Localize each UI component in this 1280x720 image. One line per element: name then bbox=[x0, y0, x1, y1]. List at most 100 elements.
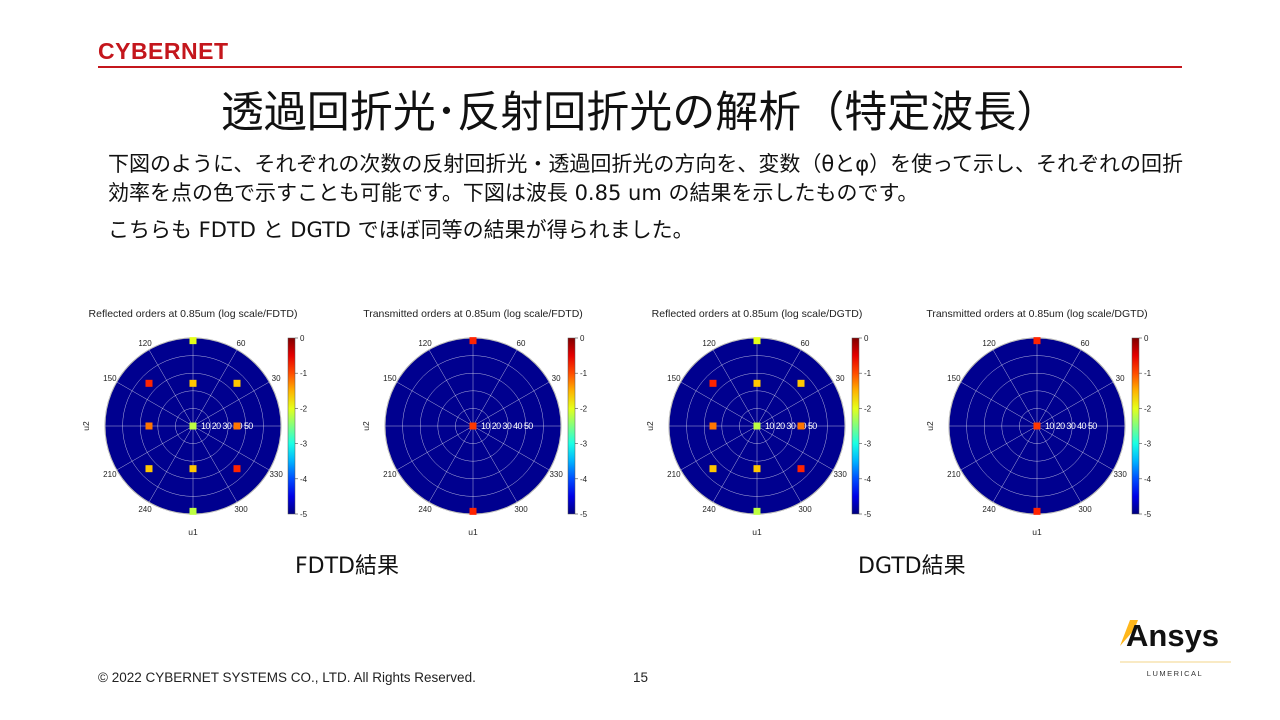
polar-spoke bbox=[712, 425, 758, 503]
diffraction-order-point bbox=[709, 422, 717, 430]
polar-spoke bbox=[680, 425, 758, 471]
polar-spoke bbox=[960, 381, 1038, 427]
angle-tick-label: 240 bbox=[702, 505, 716, 514]
diffraction-order-point bbox=[189, 379, 197, 387]
colorbar bbox=[851, 337, 860, 515]
colorbar-tick-label: -3 bbox=[864, 440, 872, 449]
angle-tick-label: 120 bbox=[418, 339, 432, 348]
angle-tick-label: 240 bbox=[138, 505, 152, 514]
diffraction-order-point bbox=[469, 507, 477, 515]
colorbar-tick-label: -1 bbox=[580, 369, 588, 378]
colorbar-tick-label: -2 bbox=[300, 404, 308, 413]
angle-tick-label: 30 bbox=[552, 374, 561, 383]
dgtd-result-label: DGTD結果 bbox=[858, 554, 966, 579]
plot-reflected-dgtd: Reflected orders at 0.85um (log scale/DG… bbox=[622, 302, 902, 542]
colorbar-tick-label: 0 bbox=[300, 334, 305, 343]
colorbar-tick-label: -2 bbox=[580, 404, 588, 413]
plot-title: Transmitted orders at 0.85um (log scale/… bbox=[363, 308, 583, 320]
diffraction-order-point bbox=[145, 465, 153, 473]
diffraction-order-point bbox=[189, 465, 197, 473]
plot-title: Transmitted orders at 0.85um (log scale/… bbox=[926, 308, 1147, 320]
angle-tick-label: 240 bbox=[982, 505, 996, 514]
polar-spoke bbox=[192, 349, 238, 427]
body-text: 下図のように、それぞれの次数の反射回折光・透過回折光の方向を、変数（θとφ）を使… bbox=[108, 150, 1188, 245]
polar-plot-svg: Reflected orders at 0.85um (log scale/DG… bbox=[645, 308, 872, 537]
polar-spoke bbox=[1036, 381, 1114, 427]
polar-spoke bbox=[712, 349, 758, 427]
diffraction-order-point bbox=[753, 422, 761, 430]
angle-tick-label: 300 bbox=[234, 505, 248, 514]
polar-spoke bbox=[428, 349, 474, 427]
polar-spoke bbox=[756, 425, 802, 503]
x-axis-label: u1 bbox=[468, 527, 478, 537]
polar-spoke bbox=[960, 425, 1038, 471]
polar-plot-svg: Transmitted orders at 0.85um (log scale/… bbox=[361, 308, 588, 537]
angle-tick-label: 60 bbox=[801, 339, 810, 348]
plot-title: Reflected orders at 0.85um (log scale/DG… bbox=[652, 308, 863, 320]
plot-transmitted-fdtd: Transmitted orders at 0.85um (log scale/… bbox=[338, 302, 618, 542]
polar-spoke bbox=[472, 425, 550, 471]
diffraction-order-point bbox=[797, 465, 805, 473]
colorbar-tick-label: -5 bbox=[864, 510, 872, 519]
diffraction-order-point bbox=[189, 507, 197, 515]
copyright-text: © 2022 CYBERNET SYSTEMS CO., LTD. All Ri… bbox=[98, 670, 476, 685]
diffraction-order-point bbox=[145, 379, 153, 387]
diffraction-order-point bbox=[797, 379, 805, 387]
x-axis-label: u1 bbox=[1032, 527, 1042, 537]
diffraction-order-point bbox=[189, 422, 197, 430]
polar-spoke bbox=[992, 425, 1038, 503]
x-axis-label: u1 bbox=[752, 527, 762, 537]
polar-spoke bbox=[992, 349, 1038, 427]
polar-spoke bbox=[680, 381, 758, 427]
radial-tick-labels: 10 20 30 40 50 bbox=[1045, 421, 1097, 431]
diffraction-order-point bbox=[233, 422, 241, 430]
angle-tick-label: 150 bbox=[947, 374, 961, 383]
radial-tick-labels: 10 20 30 40 50 bbox=[201, 421, 253, 431]
polar-spoke bbox=[472, 425, 518, 503]
colorbar-tick-label: -5 bbox=[300, 510, 308, 519]
radial-tick-labels: 10 20 30 40 50 bbox=[481, 421, 533, 431]
diffraction-order-point bbox=[469, 337, 477, 345]
header-divider bbox=[98, 66, 1182, 68]
polar-spoke bbox=[472, 381, 550, 427]
angle-tick-label: 60 bbox=[517, 339, 526, 348]
colorbar-tick-label: 0 bbox=[864, 334, 869, 343]
polar-plot-svg: Reflected orders at 0.85um (log scale/FD… bbox=[81, 308, 308, 537]
diffraction-order-point bbox=[469, 422, 477, 430]
polar-spoke bbox=[396, 425, 474, 471]
angle-tick-label: 240 bbox=[418, 505, 432, 514]
angle-tick-label: 300 bbox=[798, 505, 812, 514]
angle-tick-label: 120 bbox=[982, 339, 996, 348]
polar-plot-svg: Transmitted orders at 0.85um (log scale/… bbox=[925, 308, 1152, 537]
polar-spoke bbox=[192, 381, 270, 427]
slide-title: 透過回折光･反射回折光の解析（特定波長） bbox=[220, 88, 1060, 138]
page-number: 15 bbox=[633, 670, 649, 685]
diffraction-order-point bbox=[753, 337, 761, 345]
diffraction-order-point bbox=[145, 422, 153, 430]
diffraction-order-point bbox=[709, 465, 717, 473]
diffraction-order-point bbox=[1033, 507, 1041, 515]
angle-tick-label: 150 bbox=[667, 374, 681, 383]
angle-tick-label: 150 bbox=[103, 374, 117, 383]
diffraction-order-point bbox=[1033, 422, 1041, 430]
colorbar-tick-label: -5 bbox=[580, 510, 588, 519]
colorbar-tick-label: -5 bbox=[1144, 510, 1152, 519]
y-axis-label: u2 bbox=[81, 421, 91, 431]
angle-tick-label: 330 bbox=[269, 470, 283, 479]
angle-tick-label: 120 bbox=[702, 339, 716, 348]
polar-spoke bbox=[192, 425, 238, 503]
fdtd-result-label: FDTD結果 bbox=[295, 554, 399, 579]
cybernet-logo: CYBERNET bbox=[98, 38, 229, 64]
colorbar bbox=[287, 337, 296, 515]
colorbar-tick-label: -1 bbox=[1144, 369, 1152, 378]
colorbar-tick-label: -3 bbox=[1144, 440, 1152, 449]
y-axis-label: u2 bbox=[645, 421, 655, 431]
polar-spoke bbox=[472, 349, 518, 427]
diffraction-order-point bbox=[233, 465, 241, 473]
colorbar-tick-label: -4 bbox=[1144, 475, 1152, 484]
colorbar-tick-label: 0 bbox=[1144, 334, 1149, 343]
angle-tick-label: 330 bbox=[549, 470, 563, 479]
colorbar-tick-label: -3 bbox=[300, 440, 308, 449]
angle-tick-label: 120 bbox=[138, 339, 152, 348]
plot-transmitted-dgtd: Transmitted orders at 0.85um (log scale/… bbox=[902, 302, 1182, 542]
